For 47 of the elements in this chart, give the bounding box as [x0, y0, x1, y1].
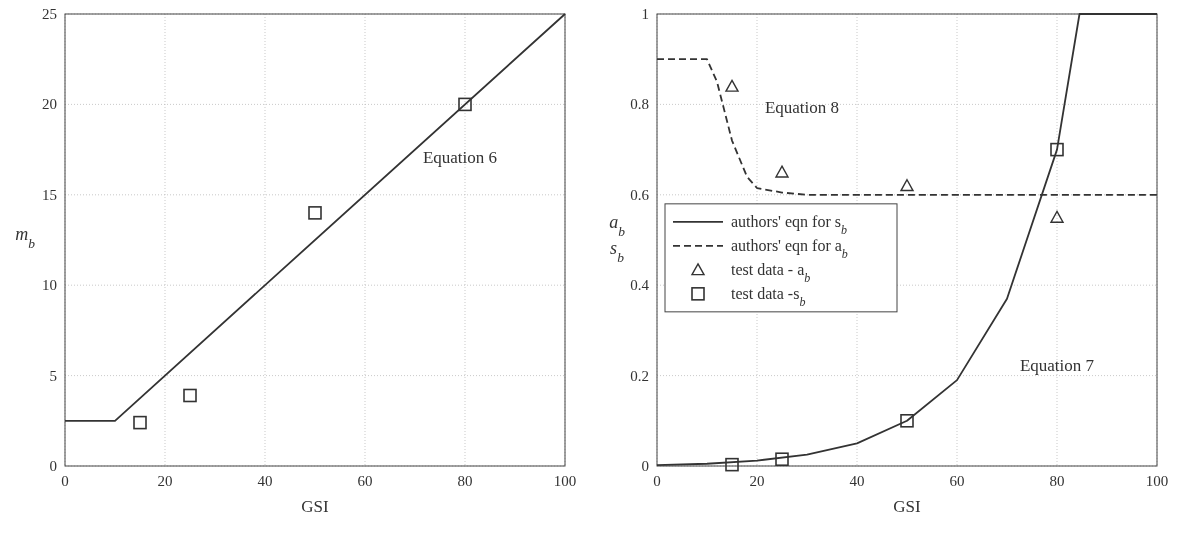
point [775, 452, 789, 467]
x-tick-label: 40 [257, 473, 273, 489]
y-tick-label: 5 [49, 367, 57, 384]
y-axis-title: m$_{b}$ [15, 224, 36, 251]
x-axis-title: GSI [893, 497, 922, 516]
x-tick-label: 80 [457, 473, 473, 489]
point [900, 414, 914, 428]
point [458, 97, 472, 112]
y-axis-title: a$_{b}$ s$_{b}$ [609, 212, 626, 265]
x-tick-label: 0 [61, 473, 69, 489]
x-tick-label: 20 [157, 473, 173, 489]
y-tick-label: 25 [42, 6, 57, 22]
legend-label: authors' eqn for a$_{b}$ [731, 236, 848, 261]
point [725, 457, 739, 472]
point [1050, 142, 1064, 157]
y-tick-label: 0.2 [630, 367, 649, 384]
x-tick-label: 100 [1145, 473, 1169, 489]
x-tick-label: 0 [653, 473, 661, 489]
x-tick-label: 60 [949, 473, 965, 489]
y-tick-label: 0 [641, 458, 649, 474]
x-tick-label: 40 [849, 473, 865, 489]
point [1050, 210, 1064, 223]
y-tick-label: 0.6 [630, 186, 650, 203]
x-tick-label: 80 [1049, 473, 1065, 489]
x-tick-label: 60 [357, 473, 373, 489]
annotation: Equation 6 [422, 148, 498, 168]
point [133, 415, 147, 430]
annotation: Equation 7 [1019, 356, 1095, 376]
legend-label: test data - a$_{b}$ [731, 260, 811, 285]
legend-label: authors' eqn for s$_{b}$ [731, 212, 847, 237]
y-tick-label: 20 [42, 96, 57, 113]
point [308, 206, 322, 220]
point [725, 79, 739, 92]
point [775, 165, 789, 178]
y-tick-label: 0.4 [630, 277, 650, 294]
x-tick-label: 20 [749, 473, 765, 489]
point [183, 388, 197, 403]
legend-label: test data -s$_{b}$ [731, 284, 806, 309]
y-tick-label: 15 [42, 186, 57, 203]
x-axis-title: GSI [301, 497, 330, 516]
y-tick-label: 0.8 [630, 96, 649, 113]
annotation: Equation 8 [764, 98, 840, 118]
y-tick-label: 10 [42, 277, 57, 294]
y-tick-label: 1 [641, 6, 649, 22]
point [900, 179, 914, 192]
x-tick-label: 100 [553, 473, 577, 489]
y-tick-label: 0 [49, 458, 57, 474]
